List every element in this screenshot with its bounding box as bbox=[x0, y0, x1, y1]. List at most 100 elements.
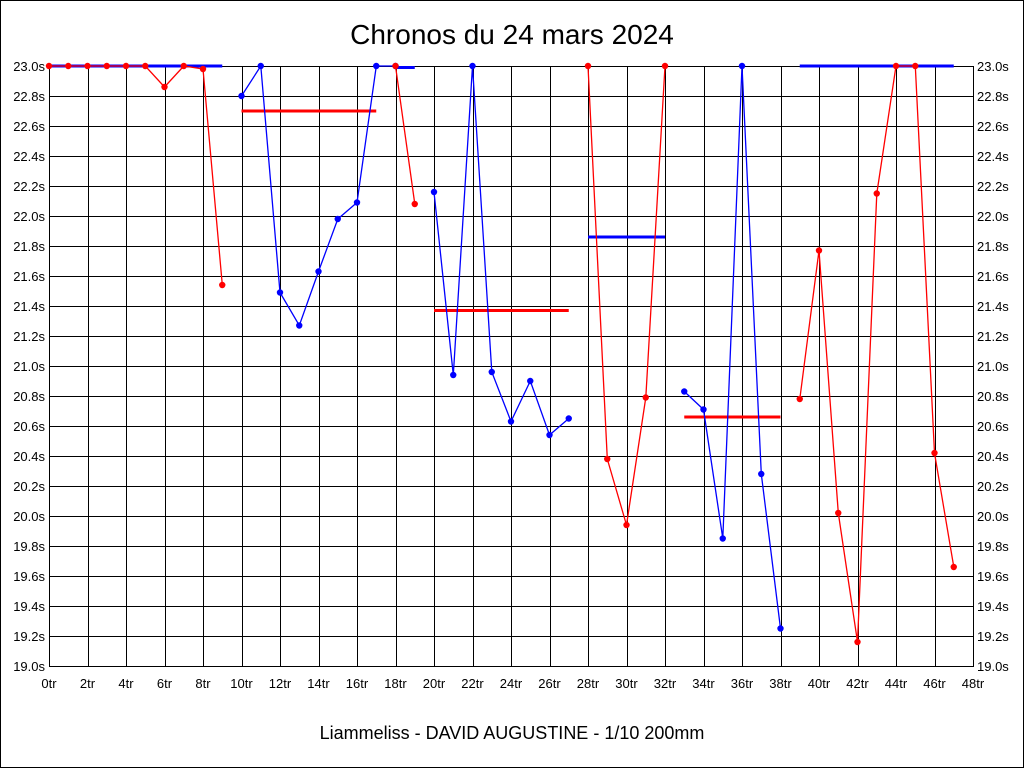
x-tick-label: 40tr bbox=[808, 676, 831, 691]
data-point bbox=[623, 521, 630, 529]
data-point bbox=[161, 83, 168, 91]
y-tick-label-right: 19.8s bbox=[977, 539, 1009, 554]
grid bbox=[49, 66, 974, 667]
data-point bbox=[604, 455, 611, 463]
data-point bbox=[276, 289, 284, 296]
data-point bbox=[738, 62, 746, 70]
data-point bbox=[45, 62, 53, 70]
x-tick-label: 26tr bbox=[538, 676, 561, 691]
x-tick-label: 42tr bbox=[846, 676, 869, 691]
y-tick-label-right: 19.0s bbox=[977, 659, 1009, 674]
data-point bbox=[199, 65, 207, 73]
y-tick-label-left: 21.6s bbox=[13, 269, 45, 284]
data-point bbox=[180, 62, 187, 70]
data-point bbox=[950, 563, 957, 571]
data-point bbox=[334, 215, 341, 223]
data-point bbox=[507, 418, 515, 425]
data-point bbox=[931, 449, 938, 457]
x-tick-label: 28tr bbox=[577, 676, 600, 691]
y-tick-label-right: 20.8s bbox=[977, 389, 1009, 404]
y-tick-label-right: 20.6s bbox=[977, 419, 1009, 434]
y-tick-label-left: 23.0s bbox=[13, 59, 45, 74]
x-tick-label: 38tr bbox=[769, 676, 792, 691]
series-points bbox=[45, 62, 957, 646]
y-tick-label-left: 22.2s bbox=[13, 179, 45, 194]
data-point bbox=[700, 406, 707, 413]
y-tick-label-left: 19.8s bbox=[13, 539, 45, 554]
y-tick-label-right: 19.6s bbox=[977, 569, 1009, 584]
x-tick-label: 0tr bbox=[41, 676, 57, 691]
x-tick-label: 36tr bbox=[731, 676, 754, 691]
x-tick-label: 46tr bbox=[923, 676, 946, 691]
data-point bbox=[527, 377, 534, 385]
x-tick-label: 18tr bbox=[384, 676, 407, 691]
data-point bbox=[353, 199, 361, 206]
data-point bbox=[430, 188, 438, 196]
y-tick-label-right: 21.0s bbox=[977, 359, 1009, 374]
data-point bbox=[912, 62, 919, 70]
y-tick-label-left: 21.8s bbox=[13, 239, 45, 254]
data-point bbox=[584, 62, 592, 70]
x-tick-label: 48tr bbox=[962, 676, 985, 691]
y-tick-label-right: 20.0s bbox=[977, 509, 1009, 524]
x-tick-label: 16tr bbox=[346, 676, 369, 691]
x-tick-label: 2tr bbox=[80, 676, 96, 691]
y-tick-label-left: 19.4s bbox=[13, 599, 45, 614]
y-tick-label-left: 21.0s bbox=[13, 359, 45, 374]
series-lines bbox=[49, 64, 955, 643]
y-tick-label-left: 22.6s bbox=[13, 119, 45, 134]
data-point bbox=[546, 431, 553, 439]
y-tick-label-left: 19.0s bbox=[13, 659, 45, 674]
data-point bbox=[469, 62, 476, 70]
data-point bbox=[315, 268, 322, 275]
y-tick-label-right: 22.0s bbox=[977, 209, 1009, 224]
x-tick-label: 20tr bbox=[423, 676, 446, 691]
y-tick-label-right: 21.2s bbox=[977, 329, 1009, 344]
x-tick-label: 12tr bbox=[269, 676, 292, 691]
y-tick-label-right: 21.8s bbox=[977, 239, 1009, 254]
y-tick-label-left: 20.2s bbox=[13, 479, 45, 494]
data-point bbox=[142, 62, 149, 70]
data-point bbox=[296, 322, 303, 329]
y-tick-label-left: 22.0s bbox=[13, 209, 45, 224]
data-point bbox=[122, 62, 130, 70]
x-tick-label: 6tr bbox=[157, 676, 173, 691]
y-tick-label-right: 19.4s bbox=[977, 599, 1009, 614]
y-tick-label-right: 21.4s bbox=[977, 299, 1009, 314]
data-point bbox=[565, 415, 572, 422]
data-point bbox=[411, 200, 418, 208]
y-tick-label-left: 22.8s bbox=[13, 89, 45, 104]
x-tick-label: 4tr bbox=[118, 676, 134, 691]
data-point bbox=[238, 92, 245, 100]
data-point bbox=[642, 394, 649, 401]
y-tick-label-right: 22.4s bbox=[977, 149, 1009, 164]
y-tick-label-right: 23.0s bbox=[977, 59, 1009, 74]
y-tick-label-left: 21.2s bbox=[13, 329, 45, 344]
y-tick-label-right: 22.6s bbox=[977, 119, 1009, 134]
data-point bbox=[661, 62, 669, 70]
data-point bbox=[719, 535, 726, 542]
y-tick-label-left: 20.6s bbox=[13, 419, 45, 434]
data-point bbox=[373, 62, 380, 70]
y-tick-label-left: 20.0s bbox=[13, 509, 45, 524]
y-tick-label-right: 22.2s bbox=[977, 179, 1009, 194]
data-point bbox=[257, 62, 264, 70]
data-point bbox=[892, 62, 900, 70]
data-point bbox=[796, 395, 803, 403]
data-point bbox=[450, 371, 457, 379]
data-point bbox=[758, 470, 765, 478]
data-point bbox=[854, 638, 861, 646]
data-point bbox=[777, 625, 784, 632]
chart-footer: Liammeliss - DAVID AUGUSTINE - 1/10 200m… bbox=[320, 723, 705, 743]
data-point bbox=[488, 368, 495, 376]
y-tick-label-right: 22.8s bbox=[977, 89, 1009, 104]
y-tick-label-left: 20.4s bbox=[13, 449, 45, 464]
axes: 0tr 2tr 4tr 6tr 8tr 10tr 12tr 14tr 16tr 18tr 20tr 2… bbox=[13, 59, 1009, 691]
x-tick-label: 24tr bbox=[500, 676, 523, 691]
y-tick-label-right: 21.6s bbox=[977, 269, 1009, 284]
x-tick-label: 30tr bbox=[615, 676, 638, 691]
data-point bbox=[681, 388, 688, 395]
data-point bbox=[65, 62, 72, 70]
y-tick-label-left: 20.8s bbox=[13, 389, 45, 404]
